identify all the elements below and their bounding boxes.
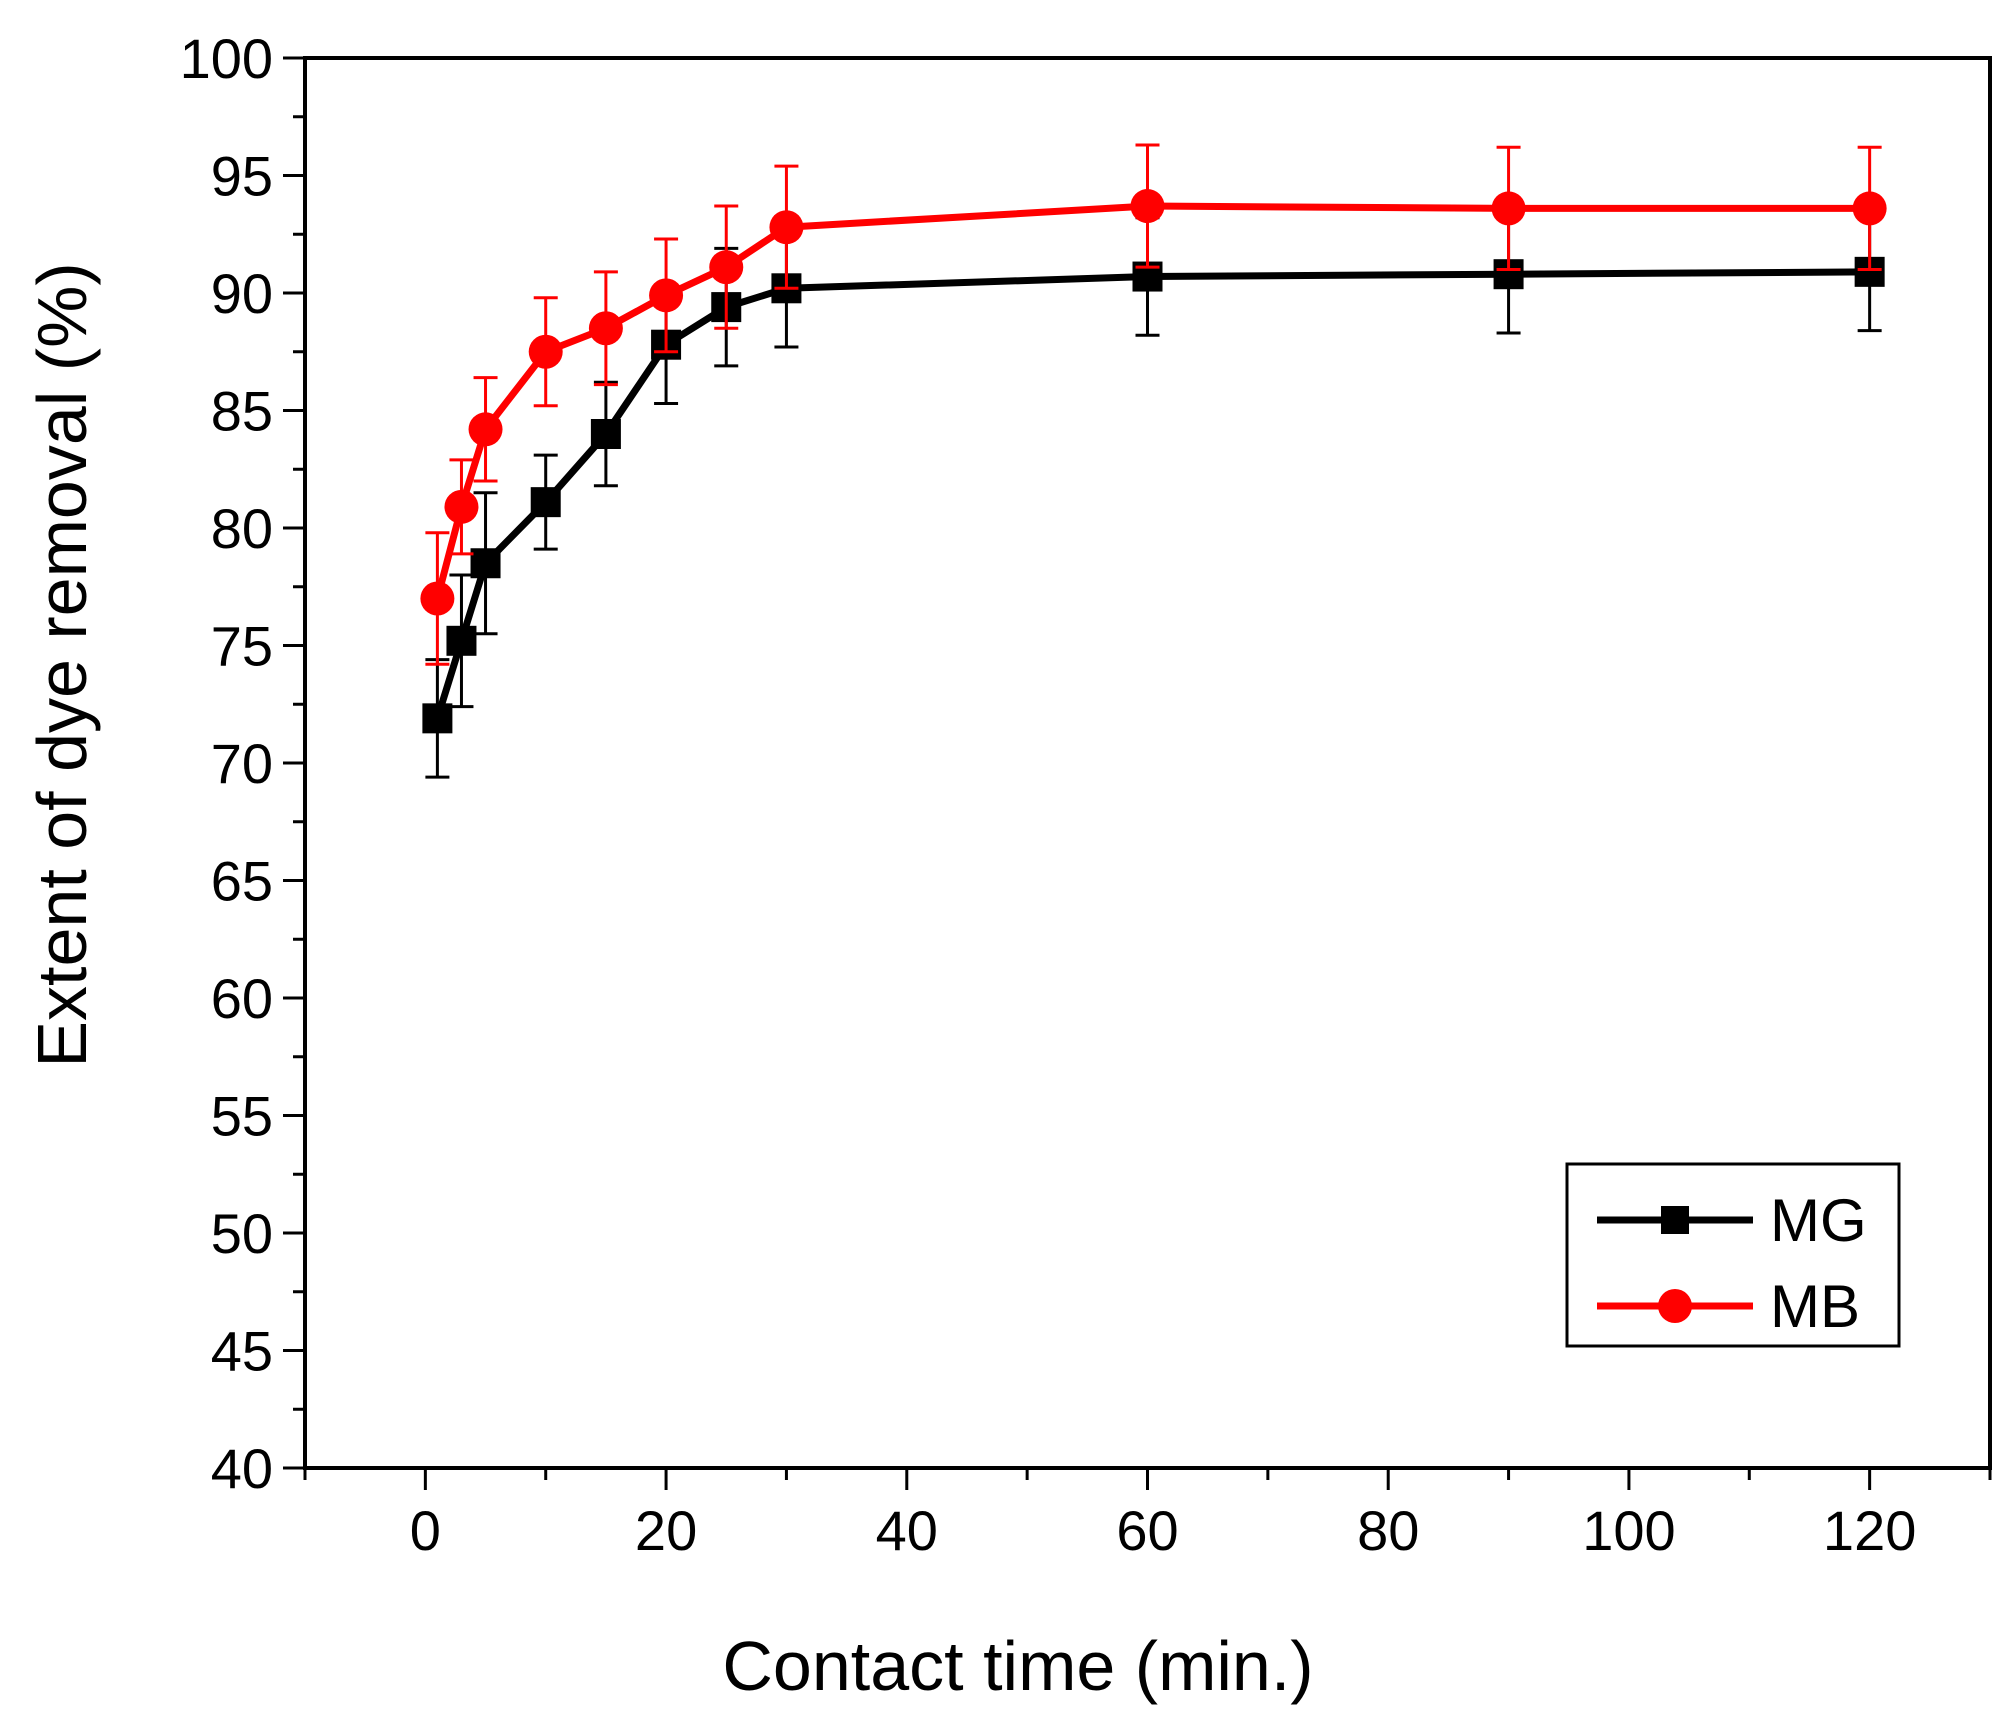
data-point-mg xyxy=(530,487,561,518)
y-tick-label: 75 xyxy=(211,615,273,678)
x-tick-label: 40 xyxy=(876,1499,938,1562)
y-tick-label: 65 xyxy=(211,850,273,913)
x-tick-label: 20 xyxy=(635,1499,697,1562)
x-axis: 0 20 40 60 80 100 120 xyxy=(303,1468,1992,1562)
data-point-mb xyxy=(420,581,455,616)
data-point-mg xyxy=(590,419,621,449)
y-tick-label: 55 xyxy=(211,1085,273,1148)
series-layer xyxy=(420,143,1887,779)
series-mb xyxy=(420,143,1887,666)
data-point-mb xyxy=(468,412,503,447)
y-axis-title: Extent of dye removal (%) xyxy=(23,262,101,1067)
y-tick-label: 45 xyxy=(211,1320,273,1383)
legend-box xyxy=(1565,1162,1901,1348)
x-tick-label: 80 xyxy=(1357,1499,1419,1562)
data-point-mg xyxy=(446,625,477,656)
y-tick-label: 80 xyxy=(211,497,273,560)
data-point-mb xyxy=(769,210,804,245)
data-point-mb xyxy=(1491,191,1526,226)
data-point-mb xyxy=(1130,189,1165,224)
x-tick-label: 100 xyxy=(1582,1499,1675,1562)
y-tick-label: 95 xyxy=(211,145,273,208)
data-point-mb xyxy=(528,334,563,369)
y-tick-label: 40 xyxy=(211,1437,273,1500)
y-tick-label: 90 xyxy=(211,262,273,325)
legend-label-mb: MB xyxy=(1770,1273,1860,1340)
y-axis: 40 45 50 55 60 65 70 75 80 85 90 95 100 xyxy=(180,27,305,1500)
x-tick-label: 120 xyxy=(1823,1499,1916,1562)
legend: MG MB xyxy=(1565,1162,1901,1348)
data-point-mg xyxy=(470,548,501,579)
legend-label-mg: MG xyxy=(1770,1187,1867,1254)
data-point-mb xyxy=(444,489,479,524)
y-tick-label: 85 xyxy=(211,380,273,443)
y-tick-label: 50 xyxy=(211,1202,273,1265)
legend-marker-mg xyxy=(1661,1206,1689,1234)
y-tick-label: 60 xyxy=(211,967,273,1030)
y-tick-label: 70 xyxy=(211,732,273,795)
x-tick-label: 60 xyxy=(1116,1499,1178,1562)
data-point-mb xyxy=(1852,191,1887,226)
legend-marker-mb xyxy=(1658,1289,1692,1323)
data-point-mb xyxy=(649,278,684,313)
data-point-mg xyxy=(422,703,453,734)
x-tick-label: 0 xyxy=(410,1499,441,1562)
data-point-mb xyxy=(709,250,744,285)
x-axis-title: Contact time (min.) xyxy=(722,1627,1313,1705)
y-tick-label: 100 xyxy=(180,27,273,90)
data-point-mb xyxy=(588,311,623,346)
